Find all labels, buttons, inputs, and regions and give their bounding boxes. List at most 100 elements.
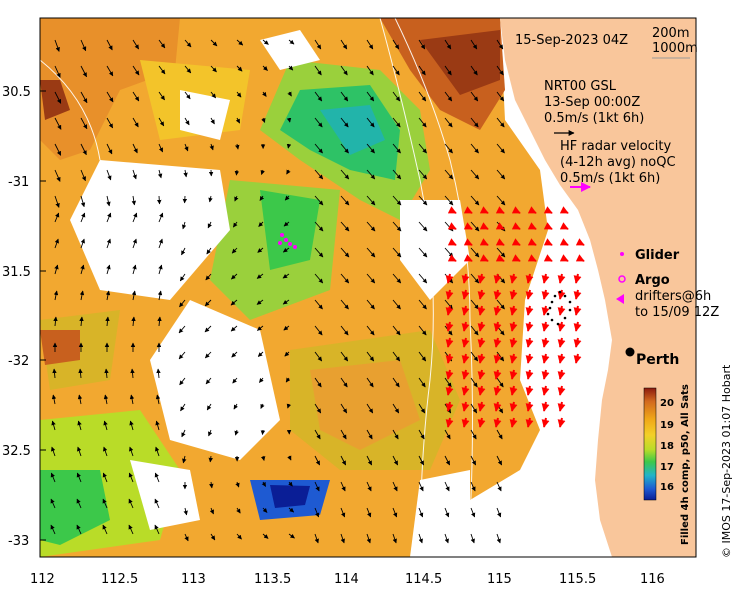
radar-arrow <box>573 289 582 300</box>
radar-arrow <box>461 369 470 380</box>
current-arrow <box>286 143 292 149</box>
current-arrow <box>282 247 290 253</box>
current-arrow <box>158 91 165 101</box>
current-arrow <box>79 316 84 327</box>
current-arrow <box>314 221 324 232</box>
current-arrow <box>77 446 82 457</box>
radar-arrow <box>479 238 489 246</box>
radar-arrow <box>463 238 473 246</box>
current-arrow <box>366 117 375 128</box>
current-arrow <box>392 117 401 128</box>
current-arrow <box>470 169 480 180</box>
current-arrow <box>392 169 402 180</box>
current-arrow <box>392 143 401 154</box>
radar-arrow <box>557 289 566 300</box>
current-arrow <box>340 65 348 76</box>
radar-arrow <box>541 337 550 348</box>
current-arrow <box>284 195 290 201</box>
current-arrow <box>106 91 114 103</box>
current-arrow <box>470 481 476 492</box>
lon-tick: 112 <box>30 572 55 587</box>
current-arrow <box>418 351 427 362</box>
current-arrow <box>181 247 186 256</box>
current-arrow <box>204 299 212 307</box>
current-arrow <box>470 273 480 284</box>
current-arrow <box>103 394 109 405</box>
current-arrow <box>418 299 427 310</box>
current-arrow <box>77 394 83 405</box>
drifter-track <box>546 290 572 326</box>
radar-label: HF radar velocity <box>560 139 672 154</box>
map-date: 15-Sep-2023 04Z <box>515 33 628 48</box>
radar-arrow <box>557 385 566 396</box>
current-arrow <box>444 481 450 492</box>
radar-arrow <box>527 254 537 262</box>
current-arrow <box>51 446 56 457</box>
current-arrow <box>366 299 375 310</box>
current-arrow <box>366 273 376 284</box>
current-arrow <box>258 221 264 227</box>
current-arrow <box>283 221 290 227</box>
current-arrow <box>366 143 375 154</box>
current-arrow <box>208 455 213 463</box>
lat-tick: -31 <box>8 175 29 190</box>
current-arrow <box>205 377 212 385</box>
current-arrow <box>80 195 86 208</box>
radar-arrow <box>509 401 518 412</box>
current-arrow <box>366 351 375 362</box>
radar-arrow <box>477 353 486 364</box>
current-arrow <box>366 507 372 518</box>
current-arrow <box>261 117 266 123</box>
radar-arrow <box>493 353 502 364</box>
radar-arrow <box>557 273 566 284</box>
current-arrow <box>184 117 190 126</box>
current-arrow <box>54 143 62 156</box>
credit-text: © IMOS 17-Sep-2023 01:07 Hobart <box>720 364 733 558</box>
current-arrow <box>131 290 137 301</box>
current-arrow <box>392 65 400 76</box>
current-arrow <box>262 507 268 513</box>
current-arrow <box>340 299 349 310</box>
radar-arrow <box>525 337 534 348</box>
current-arrow <box>183 169 188 178</box>
current-arrow <box>157 195 162 205</box>
current-arrow <box>106 195 111 207</box>
radar-arrow <box>493 385 502 396</box>
radar-arrow <box>461 401 470 412</box>
radar-arrow <box>461 353 470 364</box>
current-arrow <box>210 117 215 125</box>
current-arrow <box>184 533 189 542</box>
radar-arrow <box>493 321 502 332</box>
current-arrow <box>496 481 502 492</box>
argo-legend-icon <box>618 275 626 283</box>
radar-arrow <box>541 369 550 380</box>
current-arrow <box>366 221 376 232</box>
current-arrow <box>210 39 218 47</box>
current-arrow <box>392 403 400 414</box>
current-arrow <box>392 533 397 544</box>
radar-arrow <box>493 417 502 428</box>
radar-arrow <box>557 369 566 380</box>
radar-arrow <box>575 254 585 262</box>
radar-arrow <box>463 206 473 214</box>
radar-arrow <box>527 238 537 246</box>
current-arrow <box>314 117 323 128</box>
radar-arrow <box>461 417 470 428</box>
current-arrow <box>132 238 137 249</box>
current-arrow <box>106 65 114 77</box>
perth-label: Perth <box>636 352 679 368</box>
nrt-date: 13-Sep 00:00Z <box>544 95 640 110</box>
legend-argo: Argo <box>635 273 670 288</box>
current-arrow <box>180 403 186 412</box>
radar-arrow <box>477 321 486 332</box>
current-arrow <box>314 143 323 154</box>
current-arrow <box>288 507 295 513</box>
lon-tick: 115 <box>487 572 512 587</box>
current-arrow <box>132 91 140 102</box>
radar-arrow <box>543 238 553 246</box>
current-arrow <box>392 221 402 232</box>
radar-arrow <box>525 417 534 428</box>
current-arrow <box>54 91 62 104</box>
current-arrow <box>131 195 137 206</box>
radar-arrow <box>445 369 454 380</box>
